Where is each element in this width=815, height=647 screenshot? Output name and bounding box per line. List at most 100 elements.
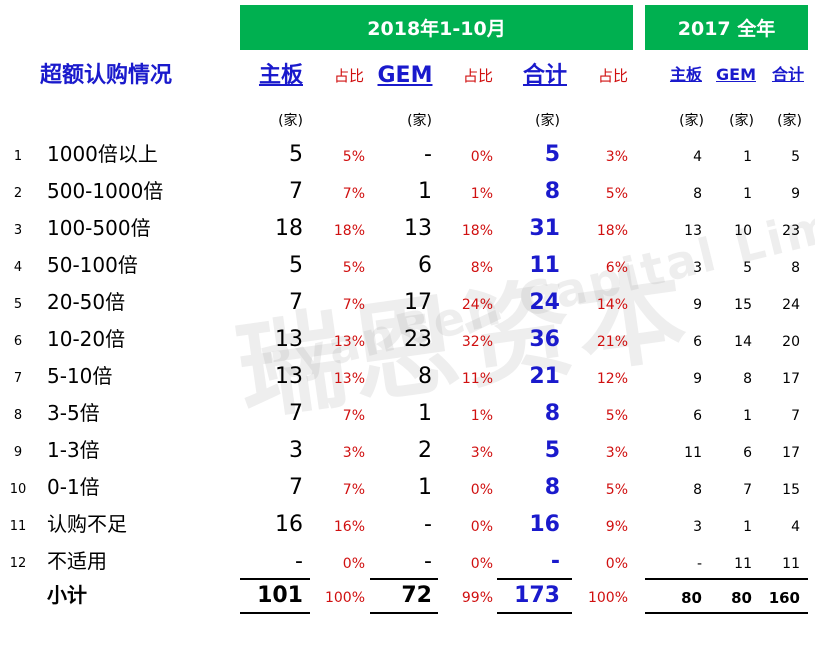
cell: 6	[693, 334, 702, 350]
row-label: 1-3倍	[47, 438, 100, 462]
row-label: 不适用	[47, 549, 107, 573]
unit-label: (家)	[777, 113, 802, 129]
rule	[240, 578, 310, 580]
cell: 36	[529, 327, 560, 352]
cell: 5%	[605, 186, 628, 202]
cell: 8	[791, 260, 800, 276]
cell: 11	[529, 253, 560, 278]
table-title: 超额认购情况	[40, 63, 173, 88]
row-label: 0-1倍	[47, 475, 100, 499]
column-header: GEM	[716, 65, 756, 84]
cell: 13	[404, 216, 432, 241]
cell: 12%	[596, 371, 628, 387]
row-number: 11	[9, 519, 27, 534]
subtotal-cell: 160	[768, 589, 800, 607]
row-label: 100-500倍	[47, 216, 151, 240]
subtotal-cell: 101	[257, 583, 303, 608]
cell: 3	[289, 438, 303, 463]
cell: 11%	[461, 371, 493, 387]
row-label: 500-1000倍	[47, 179, 164, 203]
cell: 16	[275, 512, 303, 537]
cell: 16	[529, 512, 560, 537]
cell: 18%	[333, 223, 365, 239]
row-label: 小计	[47, 583, 87, 607]
cell: 7	[289, 290, 303, 315]
row-label: 20-50倍	[47, 290, 126, 314]
cell: 7	[743, 482, 752, 498]
cell: -	[295, 549, 303, 574]
rule	[370, 612, 438, 614]
row-number: 7	[13, 371, 23, 386]
cell: 15	[782, 482, 800, 498]
cell: 3%	[605, 445, 628, 461]
cell: 8	[693, 482, 702, 498]
cell: 9%	[605, 519, 628, 535]
cell: 1	[743, 408, 752, 424]
cell: 9	[791, 186, 800, 202]
row-number: 1	[13, 149, 23, 164]
column-header: 占比	[462, 67, 493, 85]
cell: 10	[734, 223, 752, 239]
cell: -	[550, 549, 560, 574]
cell: 1	[418, 475, 432, 500]
cell: 4	[791, 519, 800, 535]
subtotal-cell: 100%	[587, 590, 628, 606]
cell: 6	[743, 445, 752, 461]
row-label: 10-20倍	[47, 327, 126, 351]
cell: 11	[684, 445, 702, 461]
cell: 23	[782, 223, 800, 239]
cell: 8	[544, 179, 560, 204]
cell: 9	[693, 371, 702, 387]
column-header: 占比	[597, 67, 628, 85]
cell: 15	[734, 297, 752, 313]
row-number: 6	[13, 334, 23, 349]
cell: 7	[289, 179, 303, 204]
cell: 1	[418, 401, 432, 426]
cell: 13%	[333, 334, 365, 350]
cell: 8	[544, 401, 560, 426]
cell: 21%	[596, 334, 628, 350]
subtotal-cell: 100%	[324, 590, 365, 606]
cell: 1	[743, 149, 752, 165]
cell: 3%	[470, 445, 493, 461]
cell: -	[424, 142, 432, 167]
row-number: 5	[13, 297, 23, 312]
cell: 14%	[596, 297, 628, 313]
cell: 13	[275, 364, 303, 389]
cell: 4	[693, 149, 702, 165]
column-header: 合计	[771, 65, 804, 84]
cell: 0%	[470, 519, 493, 535]
cell: 5%	[605, 408, 628, 424]
subtotal-cell: 80	[731, 589, 752, 607]
cell: 5	[289, 253, 303, 278]
column-header: 占比	[333, 67, 364, 85]
cell: 5	[743, 260, 752, 276]
cell: 0%	[470, 556, 493, 572]
cell: 32%	[461, 334, 493, 350]
cell: 5	[791, 149, 800, 165]
cell: 13	[275, 327, 303, 352]
cell: 7%	[342, 297, 365, 313]
cell: 8	[418, 364, 432, 389]
cell: 6%	[605, 260, 628, 276]
row-number: 10	[9, 482, 27, 497]
cell: 5%	[342, 260, 365, 276]
unit-label: (家)	[278, 113, 303, 129]
cell: 6	[418, 253, 432, 278]
cell: 3%	[342, 445, 365, 461]
cell: 20	[782, 334, 800, 350]
cell: 7%	[342, 408, 365, 424]
cell: 7%	[342, 482, 365, 498]
cell: 7	[289, 475, 303, 500]
cell: 1	[418, 179, 432, 204]
unit-label: (家)	[535, 113, 560, 129]
cell: 31	[529, 216, 560, 241]
cell: 2	[418, 438, 432, 463]
subtotal-cell: 80	[681, 589, 702, 607]
unit-label: (家)	[679, 113, 704, 129]
row-number: 12	[9, 556, 27, 571]
cell: 17	[404, 290, 432, 315]
cell: 18%	[596, 223, 628, 239]
cell: 0%	[342, 556, 365, 572]
row-label: 认购不足	[47, 512, 127, 536]
